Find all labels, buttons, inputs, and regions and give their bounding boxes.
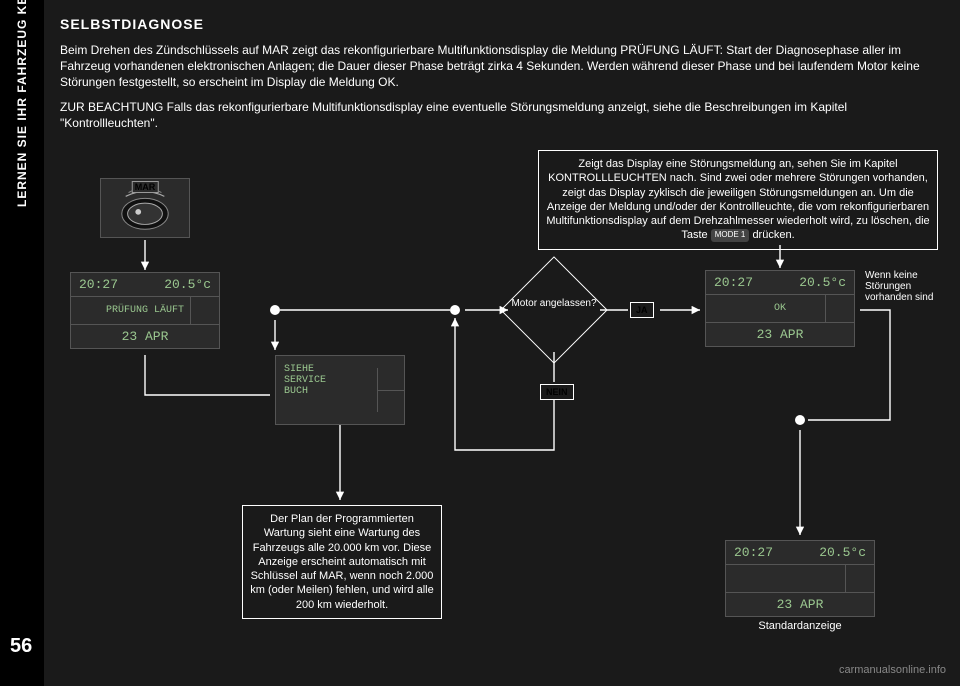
lcd2-temp: 20.5°c [799, 275, 846, 290]
header-block: SELBSTDIAGNOSE Beim Drehen des Zündschlü… [60, 16, 940, 139]
note-no-faults: Wenn keine Störungen vorhanden sind [865, 270, 935, 303]
lcd2-date: 23 APR [757, 327, 804, 342]
ignition-graphic: MAR [100, 178, 190, 238]
lcd-siehe-service: SIEHE SERVICE BUCH [275, 355, 405, 425]
lcd3-date: 23 APR [777, 597, 824, 612]
caption-standard: Standardanzeige [750, 620, 850, 632]
siehe-l1: SIEHE [284, 364, 396, 375]
lcd2-time: 20:27 [714, 275, 753, 290]
flow-node-1 [270, 305, 280, 315]
label-ja: JA [630, 302, 654, 318]
flow-node-2 [450, 305, 460, 315]
lcd3-time: 20:27 [734, 545, 773, 560]
paragraph-1: Beim Drehen des Zündschlüssels auf MAR z… [60, 42, 940, 91]
diagram: Zeigt das Display eine Störungsmeldung a… [60, 150, 940, 670]
info-box-top: Zeigt das Display eine Störungsmeldung a… [538, 150, 938, 250]
lcd2-mid: OK [774, 303, 786, 314]
siehe-l2: SERVICE [284, 375, 396, 386]
lcd-ok: 20:27 20.5°c OK 23 APR [705, 270, 855, 347]
lcd-pruefung: 20:27 20.5°c PRÜFUNG LÄUFT 23 APR [70, 272, 220, 349]
watermark: carmanualsonline.info [839, 664, 946, 676]
paragraph-2: ZUR BEACHTUNG Falls das rekonfigurierbar… [60, 99, 940, 131]
lcd-standard: 20:27 20.5°c 23 APR [725, 540, 875, 617]
lcd3-temp: 20.5°c [819, 545, 866, 560]
label-nein: NEIN [540, 384, 574, 400]
lcd1-date: 23 APR [122, 329, 169, 344]
lcd1-mid: PRÜFUNG LÄUFT [106, 305, 184, 316]
sidebar: LERNEN SIE IHR FAHRZEUG KENNEN [0, 0, 44, 686]
lcd1-temp: 20.5°c [164, 277, 211, 292]
wartung-text: Der Plan der Programmierten Wartung sieh… [250, 513, 433, 611]
wartung-box: Der Plan der Programmierten Wartung sieh… [242, 505, 442, 619]
page-title: SELBSTDIAGNOSE [60, 16, 940, 32]
mode-button-icon: MODE 1 [711, 229, 750, 241]
sidebar-label: LERNEN SIE IHR FAHRZEUG KENNEN [15, 0, 29, 207]
diamond-label: Motor angelassen? [509, 298, 599, 309]
info-box-after: drücken. [752, 229, 794, 241]
siehe-l3: BUCH [284, 386, 396, 397]
lcd1-time: 20:27 [79, 277, 118, 292]
page-number: 56 [10, 635, 32, 658]
flow-node-3 [795, 415, 805, 425]
mar-label: MAR [132, 181, 159, 193]
